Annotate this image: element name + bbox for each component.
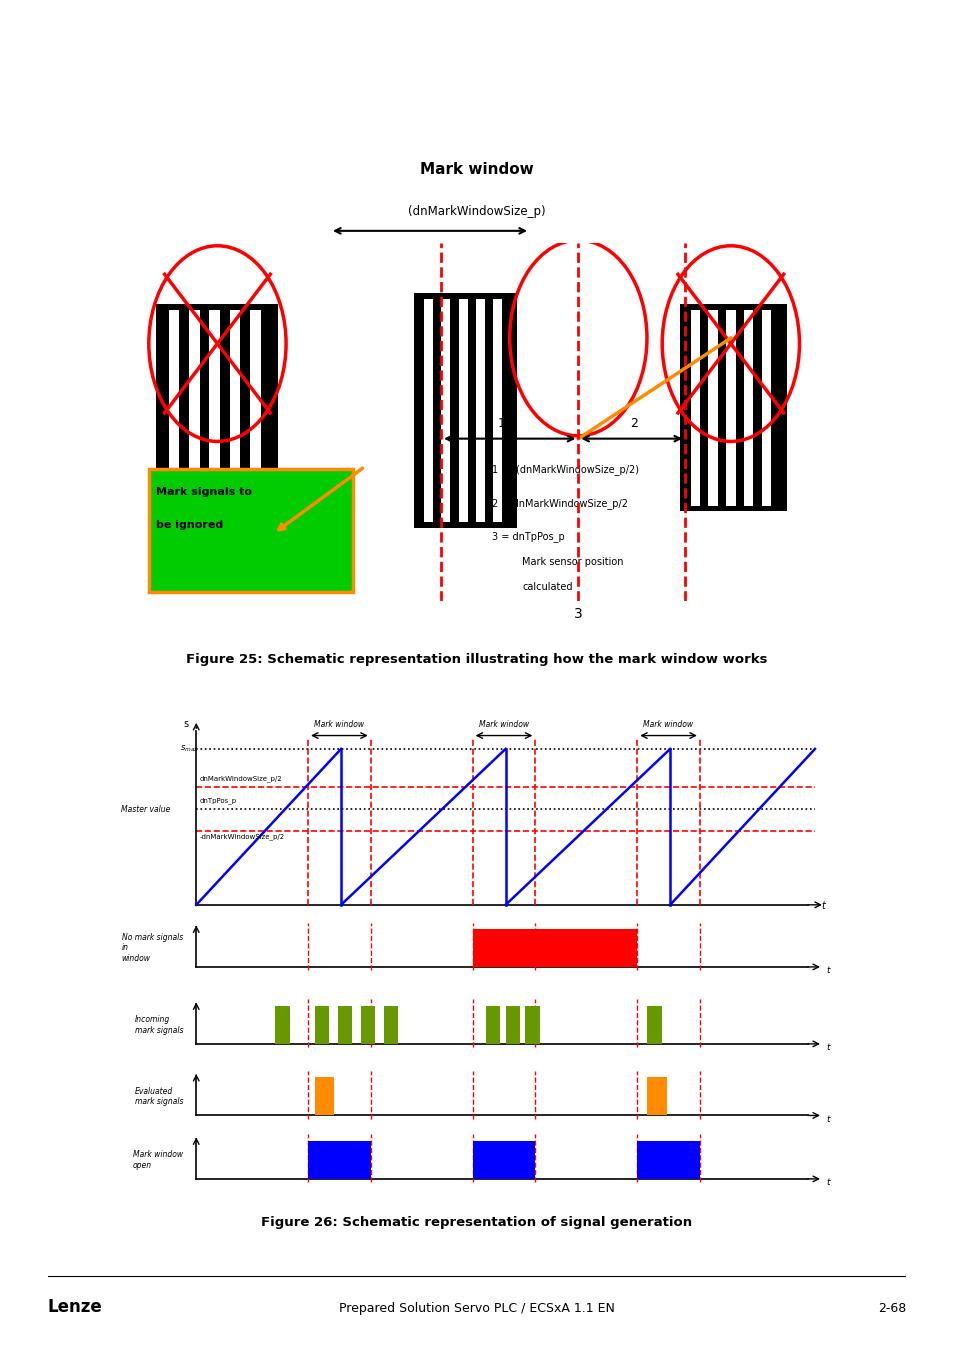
- Text: -dnMarkWindowSize_p/2: -dnMarkWindowSize_p/2: [199, 833, 284, 840]
- Text: Mark window: Mark window: [478, 720, 529, 729]
- Bar: [423, 298, 433, 522]
- Text: Figure 25: Schematic representation illustrating how the mark window works: Figure 25: Schematic representation illu…: [186, 653, 767, 666]
- Bar: [679, 305, 786, 512]
- Text: Figure 26: Schematic representation of signal generation: Figure 26: Schematic representation of s…: [261, 1216, 692, 1229]
- Text: t: t: [826, 967, 829, 975]
- Text: t: t: [826, 1179, 829, 1187]
- Text: t: t: [821, 902, 824, 911]
- Bar: [525, 1006, 539, 1044]
- Text: 1 = -(dnMarkWindowSize_p/2): 1 = -(dnMarkWindowSize_p/2): [492, 464, 639, 475]
- Bar: [414, 293, 517, 528]
- Text: 2: 2: [630, 417, 638, 431]
- Text: No mark signals
in
window: No mark signals in window: [122, 933, 183, 963]
- Text: 2 = dnMarkWindowSize_p/2: 2 = dnMarkWindowSize_p/2: [492, 498, 627, 509]
- Text: 3: 3: [574, 608, 582, 621]
- Text: Mark signals to: Mark signals to: [156, 486, 253, 497]
- Bar: [337, 1006, 352, 1044]
- Bar: [637, 1141, 700, 1179]
- Bar: [690, 310, 700, 506]
- Bar: [250, 310, 260, 506]
- Bar: [274, 1006, 290, 1044]
- Text: Mark window: Mark window: [314, 720, 364, 729]
- Text: Mark window
open: Mark window open: [132, 1150, 183, 1169]
- Text: $s_{max}$: $s_{max}$: [179, 744, 199, 755]
- Bar: [441, 298, 450, 522]
- Bar: [646, 1077, 666, 1115]
- Bar: [169, 310, 179, 506]
- Bar: [189, 310, 199, 506]
- Text: t: t: [826, 1044, 829, 1052]
- Bar: [761, 310, 770, 506]
- Text: Incoming
mark signals: Incoming mark signals: [134, 1015, 183, 1034]
- Text: (dnMarkWindowSize_p): (dnMarkWindowSize_p): [408, 205, 545, 217]
- Text: Mark window: Mark window: [419, 162, 534, 177]
- Bar: [743, 310, 753, 506]
- Text: 1: 1: [497, 417, 505, 431]
- Text: 3 = dnTpPos_p: 3 = dnTpPos_p: [492, 532, 564, 543]
- Bar: [308, 1141, 371, 1179]
- Bar: [314, 1077, 335, 1115]
- Bar: [473, 1141, 535, 1179]
- Text: calculated: calculated: [522, 582, 573, 591]
- Bar: [708, 310, 717, 506]
- Bar: [646, 1006, 661, 1044]
- Text: Prepared Solution Servo PLC / ECSxA 1.1 EN: Prepared Solution Servo PLC / ECSxA 1.1 …: [338, 1301, 615, 1315]
- Bar: [458, 298, 467, 522]
- Text: t: t: [826, 1115, 829, 1123]
- Text: be ignored: be ignored: [156, 520, 223, 531]
- Text: Mark window: Mark window: [643, 720, 693, 729]
- Bar: [156, 305, 278, 512]
- Bar: [314, 1006, 329, 1044]
- Bar: [476, 298, 484, 522]
- Bar: [383, 1006, 398, 1044]
- Bar: [150, 468, 353, 591]
- Text: s: s: [183, 718, 188, 729]
- Text: 2-68: 2-68: [877, 1301, 905, 1315]
- Bar: [209, 310, 220, 506]
- Bar: [230, 310, 240, 506]
- Text: Master value: Master value: [120, 805, 170, 814]
- Text: Mark sensor position: Mark sensor position: [522, 558, 623, 567]
- Bar: [725, 310, 735, 506]
- Text: Evaluated
mark signals: Evaluated mark signals: [134, 1087, 183, 1106]
- Bar: [485, 1006, 499, 1044]
- Text: Lenze: Lenze: [48, 1297, 102, 1315]
- Bar: [473, 929, 637, 967]
- Text: dnMarkWindowSize_p/2: dnMarkWindowSize_p/2: [199, 775, 282, 782]
- Bar: [505, 1006, 519, 1044]
- Bar: [360, 1006, 375, 1044]
- Text: dnTpPos_p: dnTpPos_p: [199, 798, 236, 805]
- Bar: [493, 298, 501, 522]
